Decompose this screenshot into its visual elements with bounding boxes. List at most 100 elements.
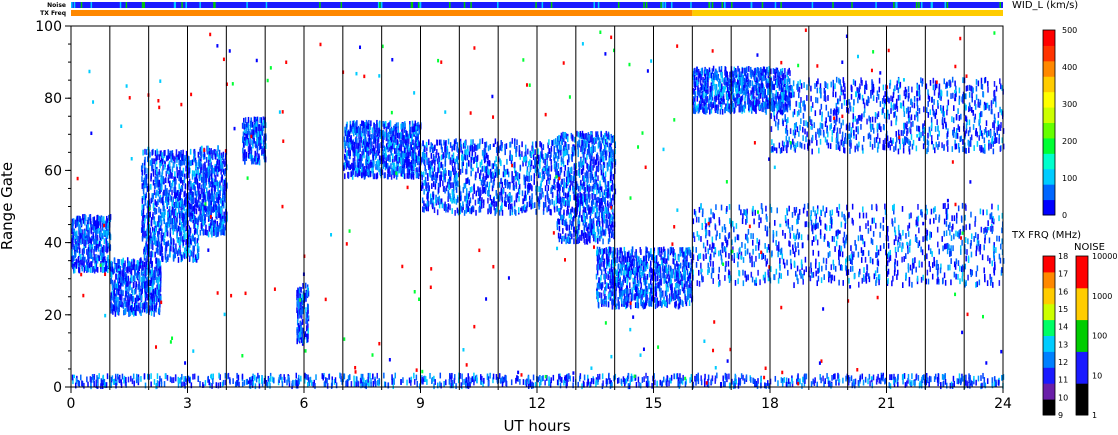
echo-cell — [609, 197, 612, 204]
echo-cell — [223, 161, 226, 167]
echo-cell — [246, 140, 248, 147]
echo-cell — [164, 163, 166, 170]
echo-cell — [360, 161, 362, 167]
noise-speck — [141, 2, 144, 8]
echo-cell — [401, 168, 404, 174]
echo-cell — [161, 228, 163, 235]
echo-cell — [412, 126, 414, 133]
echo-cell — [118, 277, 121, 284]
echo-cell — [100, 254, 102, 261]
echo-cell — [558, 140, 561, 147]
echo-cell — [373, 160, 375, 167]
echo-cell — [152, 164, 154, 171]
echo-cell — [178, 212, 181, 219]
echo-cell — [586, 198, 588, 204]
echo-cell — [95, 254, 97, 260]
echo-cell — [186, 217, 188, 224]
echo-cell — [175, 149, 178, 156]
echo-cell — [352, 121, 354, 127]
echo-cell — [185, 198, 188, 205]
echo-cell — [192, 156, 195, 163]
echo-cell — [414, 135, 417, 142]
echo-cell — [74, 244, 77, 251]
echo-cell — [91, 261, 93, 268]
echo-cell — [465, 139, 467, 146]
echo-cell — [613, 213, 615, 220]
echo-cell — [101, 256, 104, 263]
noise-speck — [410, 2, 413, 8]
noise-bar — [71, 2, 1003, 8]
echo-cell — [173, 211, 175, 218]
echo-cell — [573, 231, 575, 238]
echo-cell — [494, 210, 496, 216]
echo-cell — [136, 294, 138, 301]
echo-cell — [107, 254, 109, 261]
echo-cell — [436, 172, 439, 178]
echo-cell — [421, 156, 423, 163]
echo-cell — [162, 212, 164, 218]
echo-cell — [347, 171, 350, 178]
echo-cell — [161, 158, 164, 165]
echo-cell — [397, 144, 400, 150]
echo-cell — [179, 216, 181, 223]
echo-cell — [219, 162, 221, 169]
echo-cell — [102, 229, 105, 236]
echo-cell — [148, 223, 151, 230]
echo-cell — [364, 138, 366, 145]
echo-cell — [191, 173, 194, 180]
echo-cell — [441, 202, 444, 209]
echo-cell — [224, 224, 227, 231]
echo-cell — [408, 169, 410, 175]
echo-cell — [402, 158, 405, 165]
echo-cell — [209, 162, 211, 169]
echo-cell — [145, 246, 147, 253]
echo-cell — [179, 151, 181, 158]
echo-cell — [203, 151, 206, 158]
echo-cell — [186, 208, 188, 215]
echo-cell — [206, 229, 208, 236]
echo-cell — [124, 260, 126, 267]
echo-cell — [179, 194, 181, 201]
echo-cell — [467, 206, 470, 212]
echo-cell — [440, 161, 443, 168]
echo-cell — [193, 229, 196, 236]
echo-cell — [253, 137, 255, 144]
echo-cell — [181, 254, 183, 261]
echo-cell — [511, 174, 514, 181]
echo-cell — [161, 172, 163, 179]
echo-cell — [498, 181, 501, 188]
noise-speck — [497, 2, 499, 8]
echo-cell — [194, 227, 197, 234]
echo-cell — [132, 258, 135, 265]
echo-cell — [151, 236, 153, 243]
echo-cell — [155, 208, 158, 215]
echo-cell — [504, 200, 506, 207]
echo-cell — [368, 156, 370, 163]
echo-cell — [447, 206, 449, 213]
echo-cell — [105, 237, 107, 244]
echo-cell — [123, 262, 125, 269]
echo-cell — [141, 210, 143, 216]
echo-cell — [93, 245, 96, 252]
echo-cell — [161, 246, 163, 253]
echo-cell — [406, 149, 409, 156]
echo-cell — [297, 309, 300, 316]
echo-cell — [131, 306, 133, 313]
echo-cell — [425, 151, 428, 158]
echo-cell — [469, 187, 472, 193]
echo-cell — [152, 158, 154, 165]
echo-cell — [254, 123, 257, 130]
echo-cell — [154, 272, 156, 279]
echo-cell — [188, 228, 191, 235]
echo-cell — [92, 235, 95, 242]
echo-cell — [584, 137, 586, 144]
echo-cell — [523, 179, 526, 186]
echo-cell — [379, 120, 381, 127]
echo-cell — [123, 297, 125, 304]
echo-cell — [218, 149, 221, 156]
echo-cell — [356, 167, 359, 174]
echo-cell — [213, 222, 216, 228]
echo-cell — [256, 121, 258, 128]
echo-cell — [211, 178, 213, 185]
echo-cell — [172, 153, 174, 160]
